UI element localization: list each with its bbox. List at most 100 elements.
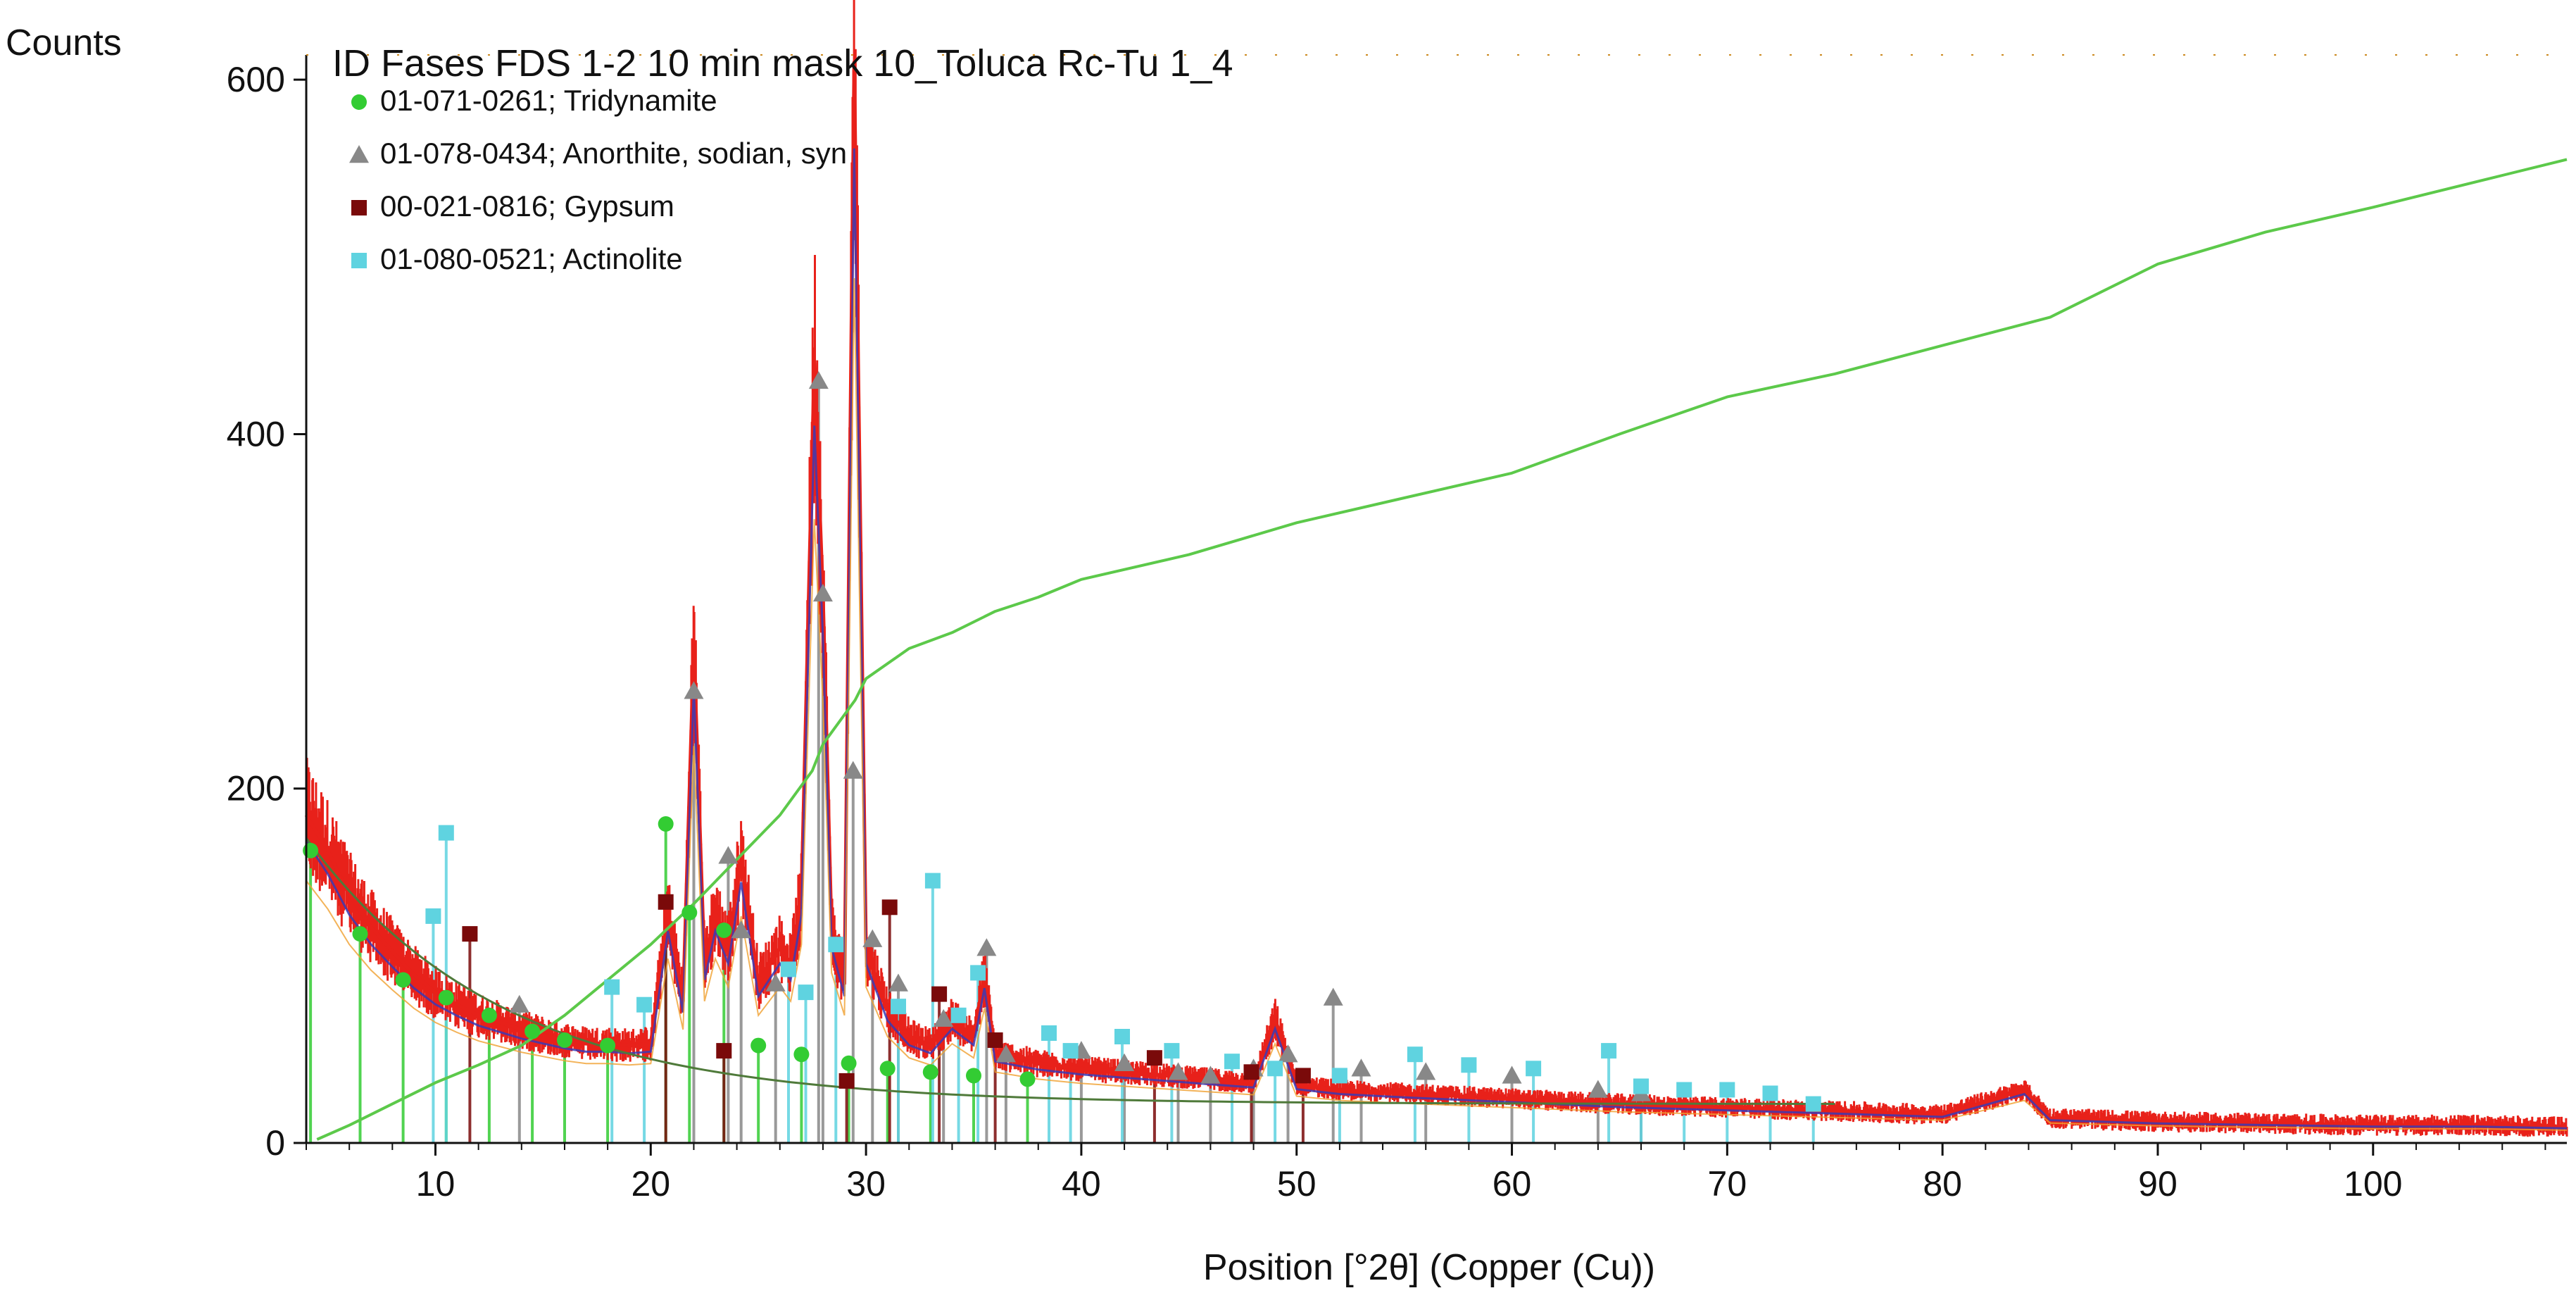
reference-marker-4-7 bbox=[828, 937, 844, 953]
x-axis-title: Position [°2θ] (Copper (Cu)) bbox=[1203, 1247, 1655, 1288]
reference-marker-2-2 bbox=[684, 681, 704, 699]
reference-marker-2-24 bbox=[1588, 1080, 1608, 1098]
reference-marker-3-10 bbox=[1295, 1068, 1311, 1084]
reference-markers-3 bbox=[462, 894, 1311, 1089]
x-tick-label-90: 90 bbox=[2138, 1164, 2178, 1204]
legend-marker-3 bbox=[351, 200, 367, 215]
reference-marker-4-23 bbox=[1633, 1078, 1649, 1094]
reference-marker-2-17 bbox=[1200, 1065, 1221, 1084]
x-tick-label-100: 100 bbox=[2344, 1164, 2402, 1204]
reference-marker-1-18 bbox=[1019, 1071, 1036, 1087]
reference-marker-2-8 bbox=[843, 761, 863, 779]
reference-marker-4-15 bbox=[1164, 1043, 1180, 1059]
reference-marker-4-11 bbox=[970, 965, 986, 981]
reference-marker-1-7 bbox=[557, 1032, 572, 1048]
reference-marker-4-22 bbox=[1601, 1043, 1617, 1059]
reference-marker-4-14 bbox=[1114, 1029, 1130, 1044]
reference-marker-4-3 bbox=[604, 979, 620, 995]
reference-marker-4-19 bbox=[1407, 1046, 1423, 1063]
reference-marker-1-4 bbox=[438, 989, 454, 1006]
reference-marker-2-6 bbox=[808, 370, 829, 389]
legend-label-1: 01-071-0261; Tridynamite bbox=[380, 84, 717, 117]
legend-label-3: 00-021-0816; Gypsum bbox=[380, 189, 674, 223]
reference-marker-4-26 bbox=[1762, 1085, 1778, 1101]
reference-marker-3-7 bbox=[987, 1032, 1003, 1048]
reference-marker-4-17 bbox=[1267, 1061, 1283, 1077]
reference-marker-4-16 bbox=[1224, 1054, 1240, 1070]
reference-marker-3-1 bbox=[462, 926, 478, 942]
reference-marker-4-12 bbox=[1041, 1025, 1057, 1041]
reference-marker-4-13 bbox=[1062, 1043, 1079, 1059]
reference-marker-2-10 bbox=[888, 973, 908, 992]
legend-label-4: 01-080-0521; Actinolite bbox=[380, 242, 683, 275]
background-curve bbox=[305, 837, 1835, 1105]
reference-marker-3-8 bbox=[1146, 1050, 1162, 1066]
reference-marker-4-25 bbox=[1719, 1082, 1735, 1098]
reference-marker-2-19 bbox=[1278, 1044, 1298, 1063]
reference-marker-2-11 bbox=[934, 1008, 954, 1027]
reference-marker-2-13 bbox=[995, 1044, 1016, 1063]
reference-marker-3-3 bbox=[716, 1043, 732, 1059]
reference-marker-2-1 bbox=[509, 994, 529, 1013]
reference-marker-2-22 bbox=[1416, 1062, 1436, 1080]
reference-marker-2-3 bbox=[718, 846, 739, 864]
reference-marker-1-2 bbox=[352, 926, 368, 942]
reference-marker-4-10 bbox=[950, 1007, 967, 1023]
legend-marker-1 bbox=[351, 94, 367, 110]
reference-marker-1-17 bbox=[966, 1068, 981, 1084]
reference-marker-4-2 bbox=[438, 825, 454, 841]
reference-marker-1-11 bbox=[716, 923, 732, 938]
reference-marker-2-23 bbox=[1502, 1065, 1522, 1084]
difference-profile-line bbox=[306, 277, 2568, 1131]
reference-marker-2-20 bbox=[1323, 987, 1343, 1006]
x-tick-label-30: 30 bbox=[846, 1164, 886, 1204]
reference-marker-1-14 bbox=[841, 1055, 857, 1071]
x-tick-label-80: 80 bbox=[1923, 1164, 1962, 1204]
reference-marker-1-6 bbox=[524, 1023, 541, 1039]
reference-marker-2-9 bbox=[862, 929, 883, 947]
reference-marker-4-9 bbox=[924, 873, 941, 889]
y-tick-label-400: 400 bbox=[227, 414, 285, 454]
reference-marker-1-12 bbox=[750, 1037, 767, 1054]
legend-marker-4 bbox=[351, 253, 367, 268]
reference-marker-3-6 bbox=[931, 986, 948, 1002]
reference-marker-1-1 bbox=[303, 842, 319, 858]
reference-marker-4-18 bbox=[1331, 1068, 1347, 1084]
reference-marker-3-4 bbox=[838, 1073, 855, 1089]
reference-marker-2-12 bbox=[976, 938, 997, 956]
y-axis-title: Counts bbox=[6, 23, 122, 63]
x-tick-label-10: 10 bbox=[416, 1164, 455, 1204]
reference-marker-3-9 bbox=[1243, 1064, 1259, 1080]
reference-marker-1-13 bbox=[793, 1046, 810, 1063]
reference-marker-1-10 bbox=[681, 904, 698, 920]
plot-area bbox=[303, 0, 2568, 1143]
reference-marker-1-5 bbox=[481, 1007, 497, 1023]
reference-marker-1-8 bbox=[600, 1037, 616, 1054]
reference-marker-1-3 bbox=[395, 972, 411, 988]
x-tick-label-70: 70 bbox=[1708, 1164, 1747, 1204]
reference-marker-4-4 bbox=[636, 996, 653, 1013]
legend: 01-071-0261; Tridynamite 01-078-0434; Ano… bbox=[349, 84, 847, 275]
legend-marker-2 bbox=[349, 145, 369, 163]
reference-marker-2-21 bbox=[1351, 1058, 1371, 1077]
reference-marker-4-27 bbox=[1805, 1096, 1821, 1112]
cumulative-intensity-line bbox=[316, 158, 2568, 1141]
reference-marker-1-16 bbox=[922, 1064, 938, 1080]
legend-label-2: 01-078-0434; Anorthite, sodian, syn bbox=[380, 137, 847, 170]
reference-markers-4 bbox=[425, 825, 1821, 1112]
chart-title: ID Fases FDS 1-2 10 min mask 10_Toluca R… bbox=[332, 42, 1233, 85]
reference-markers-1 bbox=[303, 816, 1036, 1087]
axes: 10 20 30 40 50 60 70 80 90 100 0 200 400 600 bbox=[227, 54, 2567, 1204]
reference-marker-4-5 bbox=[781, 961, 796, 977]
x-tick-label-40: 40 bbox=[1062, 1164, 1101, 1204]
reference-marker-2-15 bbox=[1114, 1053, 1135, 1071]
y-tick-label-200: 200 bbox=[227, 769, 285, 808]
reference-marker-4-24 bbox=[1676, 1082, 1692, 1098]
reference-marker-3-2 bbox=[658, 894, 674, 910]
reference-marker-2-7 bbox=[812, 583, 833, 602]
reference-marker-3-5 bbox=[881, 899, 898, 915]
reference-marker-1-9 bbox=[658, 816, 674, 832]
reference-marker-4-1 bbox=[425, 908, 441, 924]
reference-marker-1-15 bbox=[879, 1061, 896, 1077]
